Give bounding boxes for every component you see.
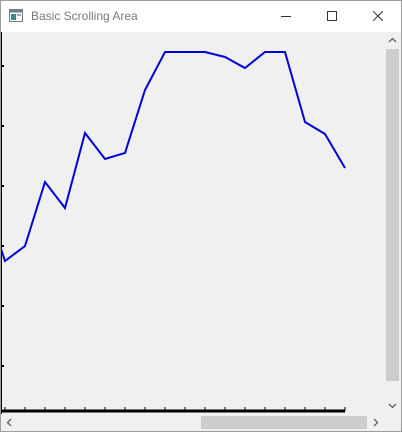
horizontal-scrollbar[interactable] — [1, 414, 384, 431]
scroll-left-button[interactable] — [1, 414, 18, 431]
plot-canvas — [1, 32, 384, 414]
data-line — [1, 52, 345, 261]
scroll-area-viewport[interactable] — [1, 32, 384, 414]
scroll-right-button[interactable] — [367, 414, 384, 431]
scroll-up-button[interactable] — [384, 32, 401, 49]
maximize-icon — [327, 11, 337, 21]
vertical-scroll-thumb[interactable] — [386, 49, 399, 381]
window-title: Basic Scrolling Area — [31, 9, 138, 23]
application-icon — [9, 9, 23, 22]
close-icon — [373, 11, 383, 21]
scroll-down-button[interactable] — [384, 397, 401, 414]
chevron-right-icon — [371, 418, 380, 427]
minimize-icon — [281, 11, 291, 21]
chevron-up-icon — [388, 36, 397, 45]
close-button[interactable] — [355, 1, 401, 32]
maximize-button[interactable] — [309, 1, 355, 32]
vertical-scrollbar[interactable] — [384, 32, 401, 414]
horizontal-scroll-thumb[interactable] — [201, 416, 367, 429]
title-bar[interactable]: Basic Scrolling Area — [1, 1, 401, 32]
chevron-left-icon — [5, 418, 14, 427]
scrollbar-corner — [384, 414, 401, 431]
chevron-down-icon — [388, 401, 397, 410]
minimize-button[interactable] — [263, 1, 309, 32]
